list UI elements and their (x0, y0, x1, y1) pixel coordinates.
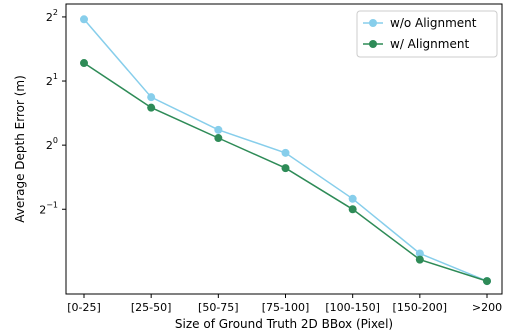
data-point-w-alignment (147, 103, 156, 112)
plot-frame (65, 3, 503, 295)
data-point-w-alignment (483, 277, 491, 286)
legend: w/o Alignment w/ Alignment (356, 10, 498, 58)
data-point-w-o-alignment (415, 249, 424, 258)
legend-label-wo-alignment: w/o Alignment (390, 16, 477, 30)
data-point-w-o-alignment (348, 194, 357, 203)
data-point-w-o-alignment (281, 148, 290, 157)
data-point-w-alignment (214, 134, 223, 143)
data-point-w-o-alignment (214, 125, 223, 134)
data-point-w-alignment (348, 205, 357, 214)
x-tick-label: >200 (472, 301, 502, 314)
data-point-w-alignment (80, 59, 88, 68)
y-tick-label: 2−1 (39, 200, 58, 216)
x-tick-label: [25-50] (131, 301, 172, 314)
x-axis-label: Size of Ground Truth 2D BBox (Pixel) (175, 317, 393, 331)
y-axis-label: Average Depth Error (m) (13, 75, 27, 223)
data-point-w-alignment (415, 255, 424, 264)
data-point-w-o-alignment (80, 15, 88, 24)
y-tick-label: 22 (46, 8, 58, 24)
y-tick-label: 21 (46, 72, 58, 88)
legend-label-w-alignment: w/ Alignment (390, 37, 469, 51)
x-tick-label: [75-100] (262, 301, 310, 314)
legend-marker-wo-alignment (369, 19, 377, 27)
x-tick-label: [0-25] (67, 301, 101, 314)
x-tick-label: [50-75] (198, 301, 239, 314)
data-point-w-o-alignment (147, 93, 156, 102)
data-point-w-alignment (281, 164, 290, 173)
y-axis: 2−1 20 21 22 (39, 8, 66, 216)
x-tick-label: [100-150] (325, 301, 380, 314)
legend-box (356, 10, 498, 58)
x-axis: [0-25] [25-50] [50-75] [75-100] [100-150] [15… (67, 294, 502, 314)
x-tick-label: [150-200] (393, 301, 448, 314)
legend-marker-w-alignment (369, 40, 377, 48)
series-layer (80, 15, 491, 286)
y-tick-label: 20 (46, 136, 58, 152)
